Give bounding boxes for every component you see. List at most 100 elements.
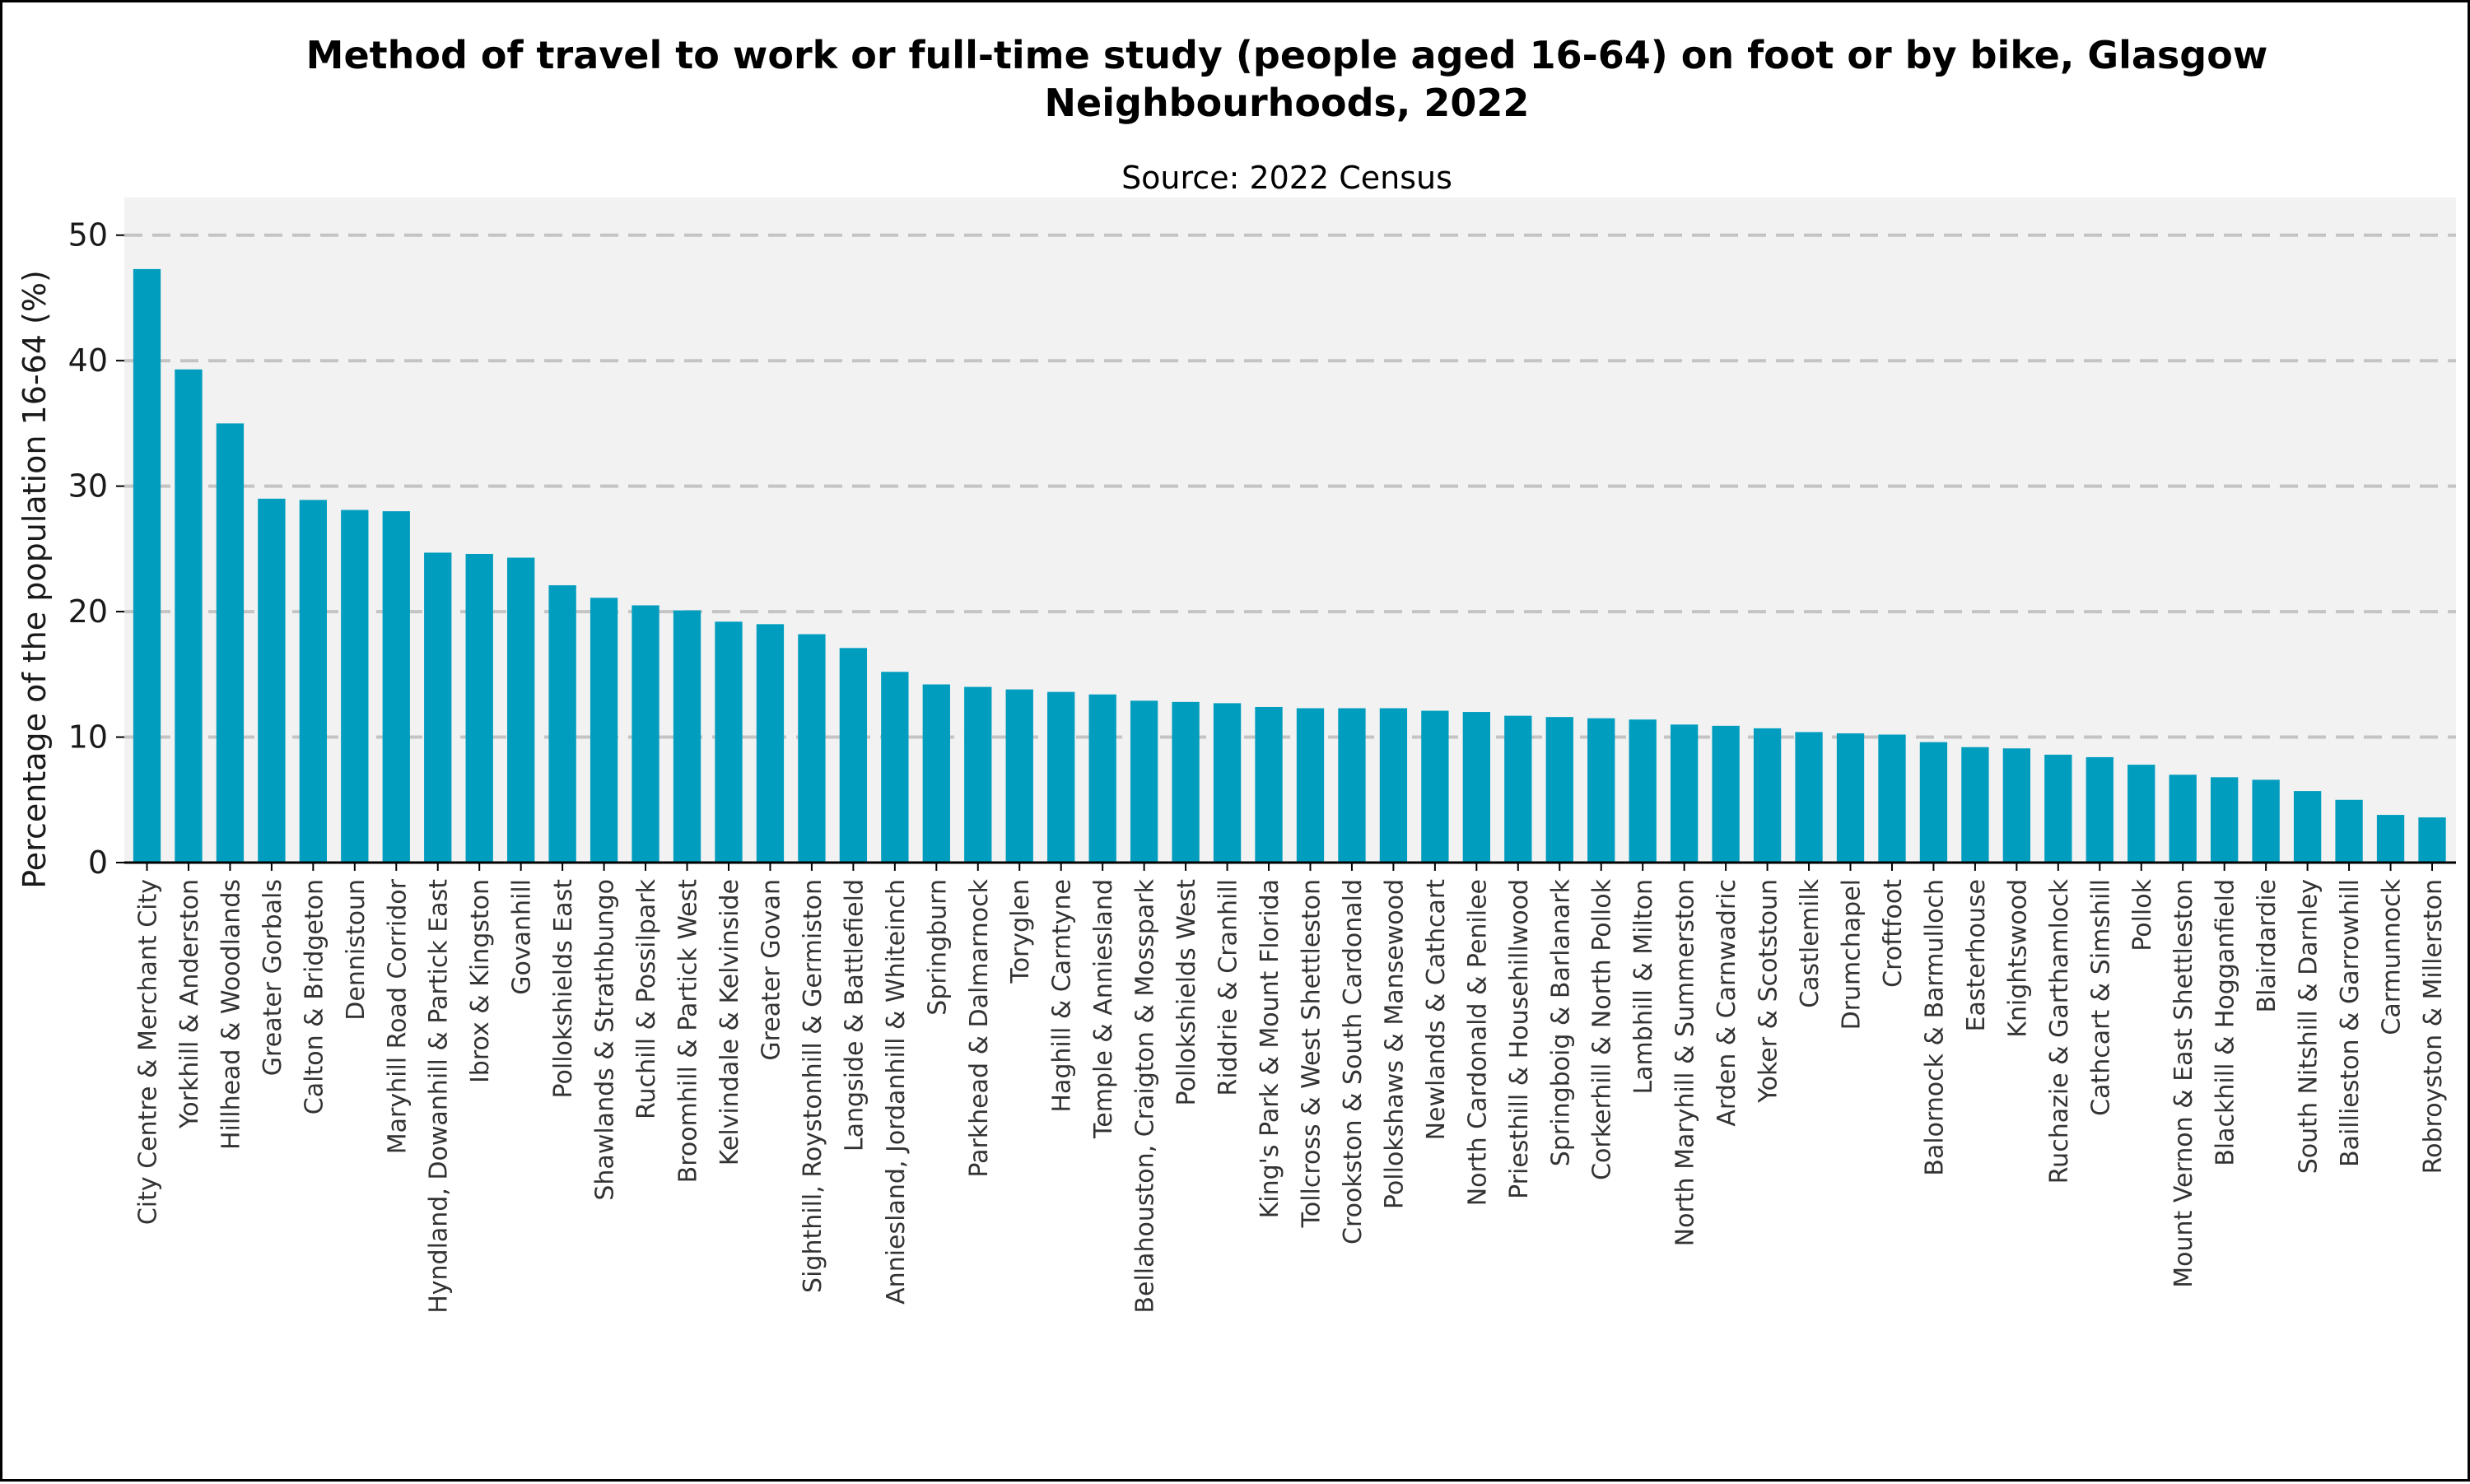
- x-tick-label: Springboig & Barlanark: [1546, 878, 1575, 1166]
- x-tick-label: Langside & Battlefield: [840, 879, 869, 1151]
- x-tick-label: Pollokshaws & Mansewood: [1380, 879, 1409, 1209]
- x-tick-label: Kelvindale & Kelvinside: [715, 879, 744, 1165]
- x-tick-label: Ruchill & Possilpark: [632, 878, 661, 1119]
- bar: [1379, 708, 1408, 863]
- y-tick-labels: 0 10 20 30 40 50: [68, 217, 124, 881]
- bar: [1005, 689, 1033, 863]
- bar: [1629, 719, 1657, 863]
- x-tick-label: Newlands & Cathcart: [1422, 879, 1451, 1141]
- x-tick-label: Blackhill & Hogganfield: [2211, 879, 2240, 1166]
- y-tick-label: 10: [68, 719, 108, 756]
- bar: [922, 684, 950, 863]
- bar: [2044, 754, 2072, 863]
- x-tick-label: Cathcart & Simshill: [2086, 879, 2115, 1116]
- x-tick-label: North Maryhill & Summerston: [1671, 879, 1700, 1246]
- bar: [2376, 815, 2405, 863]
- x-tick-label: North Cardonald & Penilee: [1463, 879, 1492, 1206]
- x-tick-label: Drumchapel: [1838, 879, 1866, 1030]
- bar: [964, 686, 992, 863]
- x-tick-label: Croftfoot: [1879, 879, 1908, 988]
- x-tick-label: Carmunnock: [2378, 878, 2407, 1035]
- bar: [881, 672, 909, 863]
- y-tick-label: 30: [68, 468, 108, 505]
- bar: [175, 369, 203, 863]
- x-tick-label: Toryglen: [1006, 879, 1035, 984]
- x-tick-label: Easterhouse: [1962, 879, 1991, 1031]
- x-tick-label: Hillhead & Woodlands: [217, 879, 245, 1150]
- bar: [1088, 694, 1116, 863]
- x-tick-label: Sighthill, Roystonhill & Germiston: [799, 879, 827, 1293]
- bar: [2002, 748, 2031, 863]
- x-tick-labels: City Centre & Merchant City Yorkhill & An…: [134, 863, 2448, 1314]
- x-tick-label: Lambhill & Milton: [1629, 879, 1658, 1095]
- x-tick-label: Yorkhill & Anderston: [175, 879, 204, 1129]
- x-tick-label: Priesthill & Househillwood: [1505, 879, 1534, 1199]
- bar: [1213, 703, 1242, 863]
- grid-lines: [124, 233, 2456, 739]
- bar: [1338, 708, 1366, 863]
- x-tick-label: King's Park & Mount Florida: [1256, 879, 1284, 1218]
- x-tick-label: Robroyston & Millerston: [2419, 879, 2448, 1174]
- bar: [2086, 756, 2113, 863]
- x-tick-label: Temple & Anniesland: [1089, 879, 1118, 1139]
- chart-title-line-1: Method of travel to work or full-time st…: [306, 33, 2268, 77]
- x-tick-label: Riddrie & Cranhill: [1214, 879, 1243, 1096]
- bar: [1587, 718, 1615, 863]
- bar: [1836, 733, 1865, 863]
- bar: [1296, 708, 1325, 863]
- x-tick-label: Parkhead & Dalmarnock: [965, 878, 994, 1177]
- x-tick-label: South Nitshill & Darnley: [2295, 879, 2323, 1174]
- x-tick-label: Baillieston & Garrowhill: [2336, 879, 2365, 1167]
- chart-title-line-2: Neighbourhoods, 2022: [1045, 81, 1530, 125]
- x-tick-label: Springburn: [923, 879, 952, 1016]
- bar: [2127, 765, 2155, 863]
- bar: [2169, 775, 2197, 863]
- bar: [1795, 732, 1823, 863]
- x-tick-label: Calton & Bridgeton: [300, 879, 329, 1114]
- bar: [631, 605, 659, 863]
- bar: [1172, 701, 1200, 863]
- bar: [1712, 725, 1740, 863]
- y-tick-label: 20: [68, 593, 108, 630]
- bar: [2293, 791, 2322, 863]
- y-tick-label: 50: [68, 217, 108, 254]
- x-tick-label: Broomhill & Partick West: [674, 879, 703, 1184]
- x-tick-label: Haghill & Carntyne: [1048, 879, 1077, 1113]
- x-tick-label: Dennistoun: [342, 879, 370, 1021]
- bar: [382, 511, 410, 863]
- bar: [1130, 700, 1158, 863]
- x-tick-label: Pollokshields West: [1172, 879, 1201, 1106]
- bar: [1504, 715, 1532, 863]
- bar: [299, 500, 328, 863]
- bar: [1047, 691, 1075, 863]
- x-tick-label: Ruchazie & Garthamlock: [2045, 878, 2074, 1184]
- x-tick-label: Maryhill Road Corridor: [383, 878, 412, 1154]
- bar: [1919, 742, 1948, 863]
- x-tick-label: Shawlands & Strathbungo: [591, 879, 620, 1201]
- x-tick-label: Greater Gorbals: [259, 879, 287, 1076]
- bar: [216, 423, 245, 863]
- bar: [2211, 777, 2239, 863]
- bars: [133, 268, 2446, 863]
- x-tick-label: Bellahouston, Craigton & Mosspark: [1131, 878, 1160, 1313]
- bar: [548, 585, 576, 863]
- bar: [1421, 710, 1449, 863]
- y-tick-label: 40: [68, 342, 108, 379]
- x-tick-label: Pollokshields East: [549, 879, 578, 1099]
- bar: [798, 634, 826, 863]
- x-tick-label: Crookston & South Cardonald: [1339, 879, 1368, 1244]
- bar: [839, 648, 868, 863]
- bar: [1878, 734, 1906, 863]
- chart-subtitle: Source: 2022 Census: [1121, 160, 1452, 196]
- bar: [715, 621, 743, 863]
- bar: [1961, 747, 1989, 863]
- bar: [1671, 724, 1699, 863]
- bar: [590, 598, 618, 863]
- bar: [1462, 712, 1490, 863]
- y-tick-label: 0: [88, 844, 108, 881]
- bar: [507, 557, 535, 863]
- bar: [1255, 706, 1283, 863]
- bar: [2335, 799, 2363, 863]
